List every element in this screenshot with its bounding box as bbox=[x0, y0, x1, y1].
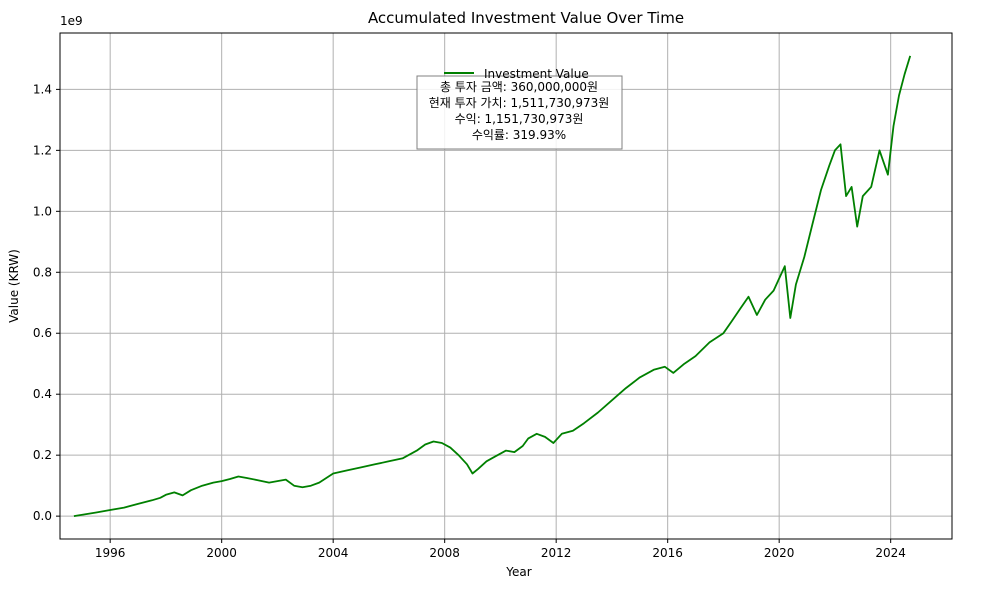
chart-title: Accumulated Investment Value Over Time bbox=[368, 9, 684, 27]
y-tick-label: 1.2 bbox=[33, 143, 52, 157]
legend-box bbox=[416, 75, 623, 150]
x-tick-label: 2000 bbox=[206, 546, 237, 560]
x-tick-label: 2024 bbox=[875, 546, 906, 560]
x-tick-label: 2020 bbox=[764, 546, 795, 560]
x-tick-label: 2008 bbox=[429, 546, 460, 560]
legend-annotation-line: 현재 투자 가치: 1,511,730,973원 bbox=[429, 96, 610, 110]
legend-annotation-line: 수익률: 319.93% bbox=[472, 128, 566, 142]
plot-frame bbox=[59, 32, 953, 540]
x-axis-title: Year bbox=[505, 565, 531, 579]
y-tick-label: 0.6 bbox=[33, 326, 52, 340]
y-tick-label: 0.2 bbox=[33, 448, 52, 462]
series-layer bbox=[73, 55, 912, 517]
x-tick-label: 2004 bbox=[318, 546, 349, 560]
axis-ticks: 1996 2000 2004 2008 2012 2016 2020 2024 0.0 0.2 0.… bbox=[33, 82, 906, 560]
legend-annotation-line: 총 투자 금액: 360,000,000원 bbox=[440, 80, 598, 94]
x-tick-label: 2016 bbox=[652, 546, 683, 560]
legend-annotation-line: 수익: 1,151,730,973원 bbox=[455, 112, 584, 126]
y-axis-title: Value (KRW) bbox=[7, 249, 21, 323]
x-tick-label: 2012 bbox=[541, 546, 572, 560]
series-line bbox=[73, 55, 912, 517]
grid bbox=[60, 33, 952, 539]
y-tick-label: 1.4 bbox=[33, 82, 52, 96]
y-tick-label: 0.4 bbox=[33, 387, 52, 401]
legend-entry: Investment Value bbox=[484, 67, 589, 81]
y-tick-label: 0.8 bbox=[33, 265, 52, 279]
y-tick-label: 0.0 bbox=[33, 509, 52, 523]
y-tick-label: 1.0 bbox=[33, 204, 52, 218]
x-tick-label: 1996 bbox=[95, 546, 126, 560]
legend: Investment Value 총 투자 금액: 360,000,000원 현… bbox=[416, 67, 623, 150]
y-offset-label: 1e9 bbox=[60, 14, 83, 28]
